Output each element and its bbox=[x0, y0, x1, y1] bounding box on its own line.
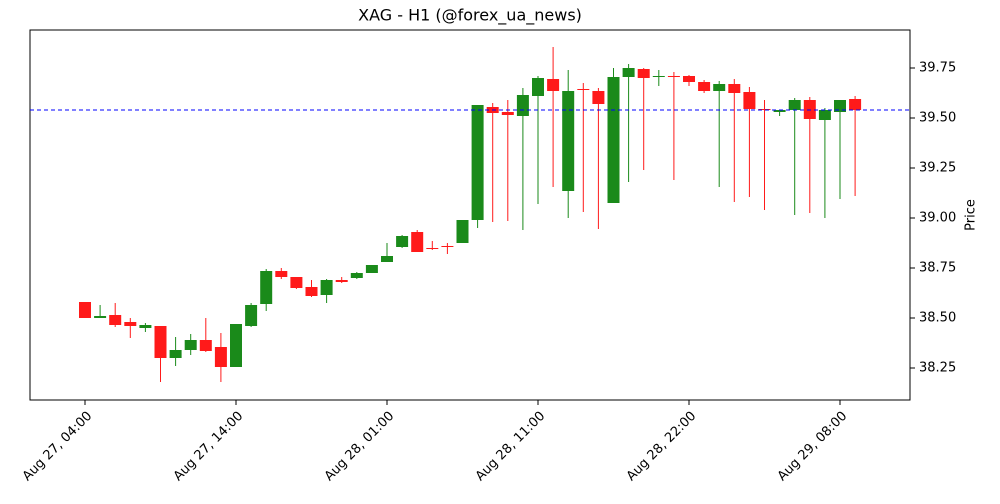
candle-body bbox=[637, 69, 650, 78]
candle-body bbox=[335, 280, 348, 282]
x-tick-label: Aug 28, 01:00 bbox=[322, 409, 398, 485]
candle-body bbox=[109, 315, 122, 325]
plot-frame bbox=[29, 29, 911, 401]
candle-body bbox=[713, 84, 726, 91]
candle-body bbox=[350, 273, 363, 278]
candle-body bbox=[124, 322, 137, 326]
candle-body bbox=[683, 76, 695, 82]
candle-body bbox=[788, 100, 801, 110]
candle-body bbox=[456, 220, 469, 243]
candle-body bbox=[230, 324, 242, 367]
candle-body bbox=[773, 110, 786, 112]
candle-body bbox=[622, 68, 635, 77]
candle-body bbox=[577, 89, 590, 90]
y-tick-label: 38.50 bbox=[919, 311, 956, 326]
chart-title: XAG - H1 (@forex_ua_news) bbox=[358, 6, 582, 26]
candle-body bbox=[275, 271, 288, 277]
candle-body bbox=[139, 325, 152, 328]
candle-body bbox=[381, 256, 393, 262]
candle-body bbox=[396, 236, 409, 247]
candle-body bbox=[501, 112, 514, 115]
candle-body bbox=[94, 316, 107, 318]
candle-body bbox=[698, 82, 711, 91]
y-axis-label: Price bbox=[964, 199, 979, 231]
candle-body bbox=[365, 265, 378, 273]
candle-body bbox=[305, 287, 318, 296]
x-tick-label: Aug 27, 04:00 bbox=[20, 409, 96, 485]
y-tick-label: 39.25 bbox=[919, 161, 956, 176]
candle-body bbox=[79, 302, 91, 318]
y-tick-label: 39.00 bbox=[919, 211, 956, 226]
x-tick-label: Aug 28, 22:00 bbox=[624, 409, 700, 485]
x-tick-label: Aug 28, 11:00 bbox=[473, 409, 549, 485]
candle-body bbox=[834, 100, 846, 112]
candle-body bbox=[290, 277, 303, 288]
candle-body bbox=[592, 91, 605, 104]
candle-body bbox=[532, 78, 544, 96]
candle-body bbox=[667, 76, 680, 77]
candle-body bbox=[154, 326, 167, 358]
y-tick-label: 39.50 bbox=[919, 111, 956, 126]
candle-body bbox=[214, 347, 227, 367]
candle-body bbox=[758, 109, 771, 110]
candle-body bbox=[245, 305, 258, 326]
x-tick-label: Aug 29, 08:00 bbox=[775, 409, 851, 485]
y-tick-label: 38.25 bbox=[919, 361, 956, 376]
candle-body bbox=[652, 76, 665, 77]
candle-body bbox=[169, 350, 182, 358]
candle-body bbox=[562, 91, 575, 191]
candle-body bbox=[199, 340, 212, 351]
candle-body bbox=[849, 99, 862, 110]
x-tick-label: Aug 27, 14:00 bbox=[171, 409, 247, 485]
candle-body bbox=[818, 110, 831, 120]
candle-body bbox=[441, 246, 454, 247]
candle-body bbox=[426, 248, 439, 249]
candle-body bbox=[516, 95, 529, 116]
candle-body bbox=[728, 84, 741, 93]
y-tick-label: 39.75 bbox=[919, 61, 956, 76]
candle-body bbox=[260, 271, 273, 304]
candle-body bbox=[471, 105, 484, 220]
candle-body bbox=[547, 79, 560, 91]
candle-body bbox=[411, 232, 424, 252]
y-tick-label: 38.75 bbox=[919, 261, 956, 276]
candle-body bbox=[184, 340, 197, 350]
candle-body bbox=[743, 92, 756, 109]
candle-body bbox=[320, 280, 333, 295]
candle-body bbox=[607, 77, 620, 203]
